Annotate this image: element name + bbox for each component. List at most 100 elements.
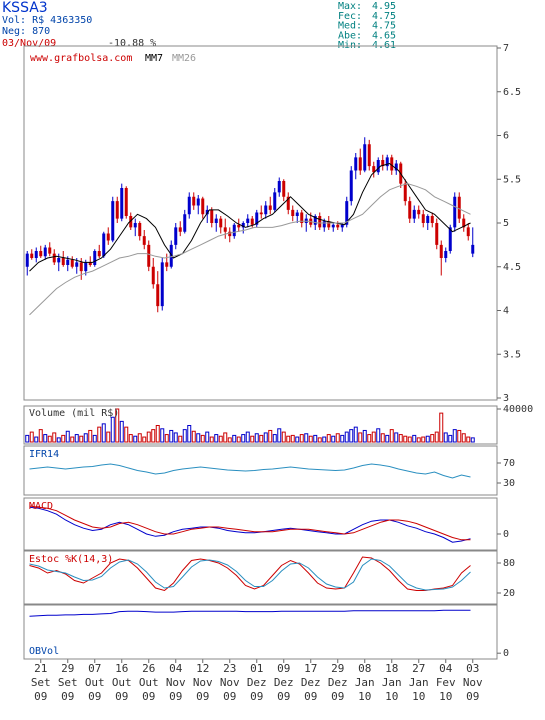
volume-bar — [119, 420, 124, 443]
candle-body — [75, 262, 79, 267]
y-tick-label: 6.5 — [503, 87, 521, 98]
x-tick-label: 27 — [412, 662, 425, 675]
candle-body — [291, 209, 295, 216]
candle-body — [120, 188, 124, 219]
volume-bar — [353, 426, 358, 443]
volume-bar — [461, 433, 466, 443]
x-tick-label: Nov — [220, 676, 240, 689]
moving-average — [29, 183, 471, 316]
candle-body — [210, 209, 214, 223]
x-tick-label: 09 — [142, 690, 155, 703]
volume-bar — [25, 434, 30, 443]
candle-body — [444, 251, 448, 258]
candle-body — [358, 157, 362, 171]
volume-bar — [362, 429, 367, 443]
volume-bar — [232, 434, 237, 443]
volume-bar — [65, 430, 70, 443]
candle-body — [39, 251, 43, 257]
indicator-line — [29, 506, 471, 543]
x-tick-label: 09 — [169, 690, 182, 703]
volume-bar — [187, 425, 192, 443]
moving-average — [29, 162, 471, 272]
indicator-line — [29, 556, 471, 592]
panel-frame — [23, 405, 498, 445]
volume-bar — [245, 431, 250, 443]
change: -10.88 % — [108, 38, 156, 49]
candle-body — [214, 218, 218, 223]
candle-body — [471, 244, 475, 254]
candle-body — [178, 227, 182, 232]
volume-bar — [133, 435, 138, 443]
candle-body — [453, 196, 457, 228]
candle-body — [228, 231, 232, 237]
candle-body — [381, 160, 385, 167]
volume-bar — [277, 428, 282, 443]
candle-body — [448, 227, 452, 251]
candle-body — [79, 262, 83, 272]
stat-label: Med: — [338, 21, 362, 32]
volume-bar — [421, 436, 426, 443]
candle-body — [34, 251, 38, 258]
volume-bar — [326, 434, 331, 443]
candle-body — [313, 216, 317, 225]
x-tick-label: 09 — [277, 690, 290, 703]
y-tick-label: 3.5 — [503, 349, 521, 360]
volume-bar — [79, 435, 84, 443]
y-tick-label: 6 — [503, 131, 509, 142]
volume-bar — [349, 429, 354, 443]
indicator-line — [29, 463, 471, 479]
x-tick-label: Dez — [274, 676, 294, 689]
volume-bar — [214, 434, 219, 443]
candle-body — [237, 224, 241, 228]
y-tick-label: 3 — [503, 393, 509, 404]
candle-body — [264, 205, 268, 215]
candle-body — [376, 160, 380, 173]
candle-body — [345, 201, 349, 225]
candle-body — [457, 196, 461, 219]
volume-bar — [191, 430, 196, 443]
x-tick-label: Set — [31, 676, 51, 689]
candle-body — [61, 258, 65, 265]
volume-bar — [38, 429, 43, 443]
candle-body — [273, 192, 277, 210]
volume-bar — [254, 433, 259, 443]
candle-body — [223, 227, 227, 232]
x-tick-label: Jan — [409, 676, 429, 689]
candle-body — [219, 218, 223, 228]
candle-body — [187, 196, 191, 215]
y-tick-label: 80 — [503, 558, 515, 569]
y-tick-label: 30 — [503, 478, 515, 489]
volume-bar — [416, 437, 421, 443]
y-tick-label: 4.5 — [503, 262, 521, 273]
volume-bar — [56, 437, 61, 443]
volume-bar — [155, 425, 160, 443]
x-tick-label: 12 — [196, 662, 209, 675]
volume-bar — [466, 436, 471, 443]
volume-bar — [376, 428, 381, 443]
volume-bar — [43, 434, 48, 443]
candle-body — [70, 259, 74, 267]
volume-bar — [146, 431, 151, 443]
volume-bar — [308, 435, 313, 443]
panel-title: Volume (mil R$) — [29, 408, 119, 419]
candle-body — [156, 284, 160, 307]
x-tick-label: Nov — [166, 676, 186, 689]
volume-bar — [439, 412, 444, 443]
candle-body — [183, 214, 187, 232]
volume-bar — [313, 434, 318, 443]
candle-body — [426, 216, 430, 223]
candle-body — [322, 221, 326, 228]
volume-bar — [434, 431, 439, 443]
volume-bar — [259, 434, 264, 443]
volume-bar — [268, 429, 273, 443]
candle-body — [336, 224, 340, 228]
volume-bar — [227, 437, 232, 443]
x-tick-label: 04 — [439, 662, 453, 675]
candle-body — [255, 212, 259, 225]
volume-bar — [178, 435, 183, 443]
stat-value: 4.65 — [372, 30, 396, 41]
candle-body — [282, 181, 286, 197]
candle-body — [97, 251, 101, 257]
candle-body — [160, 262, 164, 307]
volume-bar — [407, 436, 412, 443]
